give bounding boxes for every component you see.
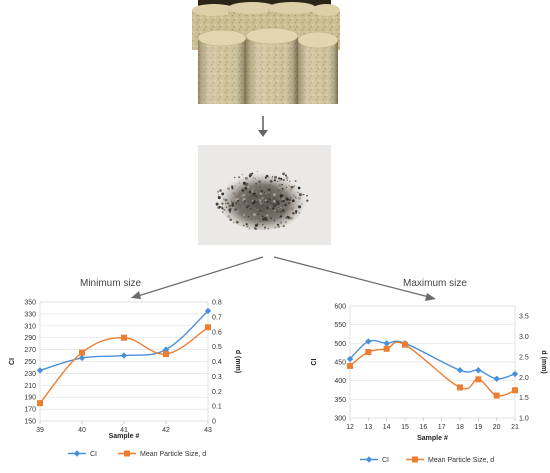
y-tick-label: 500 (334, 341, 346, 348)
y2-axis-label: d (mm) (540, 350, 547, 373)
x-tick-label: 14 (383, 424, 391, 431)
y2-tick-label: 0.2 (212, 389, 222, 396)
data-point-particle-size (365, 349, 372, 356)
data-point-ci (78, 354, 86, 362)
y-axis-label: CI (9, 358, 16, 365)
legend-label: CI (90, 451, 97, 458)
data-point-particle-size (457, 384, 463, 391)
y-tick-label: 600 (334, 304, 346, 311)
y-tick-label: 230 (24, 371, 36, 378)
x-tick-label: 41 (120, 427, 128, 434)
legend-marker (365, 456, 373, 463)
y-tick-label: 330 (24, 311, 36, 318)
y2-tick-label: 0.8 (212, 300, 222, 307)
x-tick-label: 39 (36, 427, 44, 434)
min-size-label: Minimum size (80, 278, 142, 289)
y2-tick-label: 1.0 (519, 416, 529, 423)
y-tick-label: 350 (24, 300, 36, 307)
y-tick-label: 290 (24, 335, 36, 342)
data-point-particle-size (493, 392, 500, 399)
x-tick-label: 42 (162, 427, 170, 434)
legend-label: CI (382, 457, 389, 464)
data-point-ci (493, 375, 500, 382)
x-tick-label: 18 (456, 424, 464, 431)
y2-tick-label: 2.0 (519, 375, 529, 382)
data-point-particle-size (163, 351, 169, 358)
data-point-ci (475, 367, 482, 374)
y-tick-label: 270 (24, 347, 36, 354)
y2-tick-label: 0.7 (212, 314, 222, 321)
x-tick-label: 13 (364, 424, 372, 431)
data-point-particle-size (121, 334, 127, 341)
data-point-ci (36, 367, 44, 374)
y-tick-label: 400 (334, 378, 346, 385)
data-point-ci (456, 367, 464, 374)
x-tick-label: 20 (493, 424, 501, 431)
legend-label: Mean Particle Size, d (140, 451, 206, 458)
y-tick-label: 150 (24, 419, 36, 426)
legend-label: Mean Particle Size, d (428, 457, 494, 464)
data-point-ci (120, 352, 128, 359)
data-point-ci (204, 307, 212, 315)
data-point-particle-size (402, 341, 408, 348)
data-point-ci (383, 340, 390, 347)
split-arrows (131, 256, 436, 301)
x-axis-label: Sample # (109, 433, 140, 440)
y2-tick-label: 0.4 (212, 359, 222, 366)
y-tick-label: 250 (24, 359, 36, 366)
data-point-particle-size (475, 376, 482, 383)
y2-tick-label: 0 (212, 419, 216, 426)
data-point-particle-size (205, 324, 211, 331)
data-point-particle-size (37, 400, 43, 407)
minimum-size-chart: 150 170 190 210 230 250 270 290 310 330 350 0 0.1 0.2… (9, 300, 241, 459)
down-arrow (258, 116, 268, 137)
y-tick-label: 210 (24, 383, 36, 390)
data-point-particle-size (79, 349, 85, 356)
y-tick-label: 300 (334, 416, 346, 423)
y2-tick-label: 3.0 (519, 334, 529, 341)
legend-marker (124, 450, 130, 457)
sandstone-cylinders-photo (192, 0, 340, 104)
y2-tick-label: 0.3 (212, 374, 222, 381)
data-point-particle-size (383, 345, 390, 352)
y-tick-label: 550 (334, 322, 346, 329)
x-tick-label: 19 (474, 424, 482, 431)
y2-tick-label: 3.5 (519, 314, 529, 321)
legend-marker (73, 450, 81, 457)
y2-tick-label: 0.6 (212, 329, 222, 336)
data-point-ci (511, 370, 519, 378)
y2-tick-label: 1.5 (519, 395, 529, 402)
y-tick-label: 190 (24, 395, 36, 402)
data-point-ci (365, 338, 372, 345)
x-tick-label: 17 (438, 424, 446, 431)
x-tick-label: 15 (401, 424, 409, 431)
legend-marker (412, 456, 418, 463)
y2-tick-label: 0.1 (212, 404, 222, 411)
x-tick-label: 40 (78, 427, 86, 434)
x-tick-label: 21 (511, 424, 519, 431)
y-tick-label: 310 (24, 323, 36, 330)
y-tick-label: 170 (24, 407, 36, 414)
crushed-particles-photo (198, 145, 331, 245)
y-tick-label: 350 (334, 397, 346, 404)
maximum-size-chart: 300 350 400 450 500 550 600 1.0 1.5 2.0 2.5 3.0 3.5 1… (311, 304, 547, 465)
data-point-particle-size (512, 387, 518, 394)
data-point-ci (346, 355, 354, 363)
y-axis-label: CI (311, 358, 318, 365)
x-tick-label: 16 (419, 424, 427, 431)
y2-tick-label: 2.5 (519, 354, 529, 361)
x-tick-label: 43 (204, 427, 212, 434)
y2-tick-label: 0.5 (212, 344, 222, 351)
x-axis-label: Sample # (417, 435, 448, 442)
max-size-label: Maximum size (403, 278, 467, 289)
y-tick-label: 450 (334, 360, 346, 367)
y2-axis-label: d (mm) (234, 350, 241, 373)
x-tick-label: 12 (346, 424, 354, 431)
data-point-particle-size (347, 362, 353, 369)
